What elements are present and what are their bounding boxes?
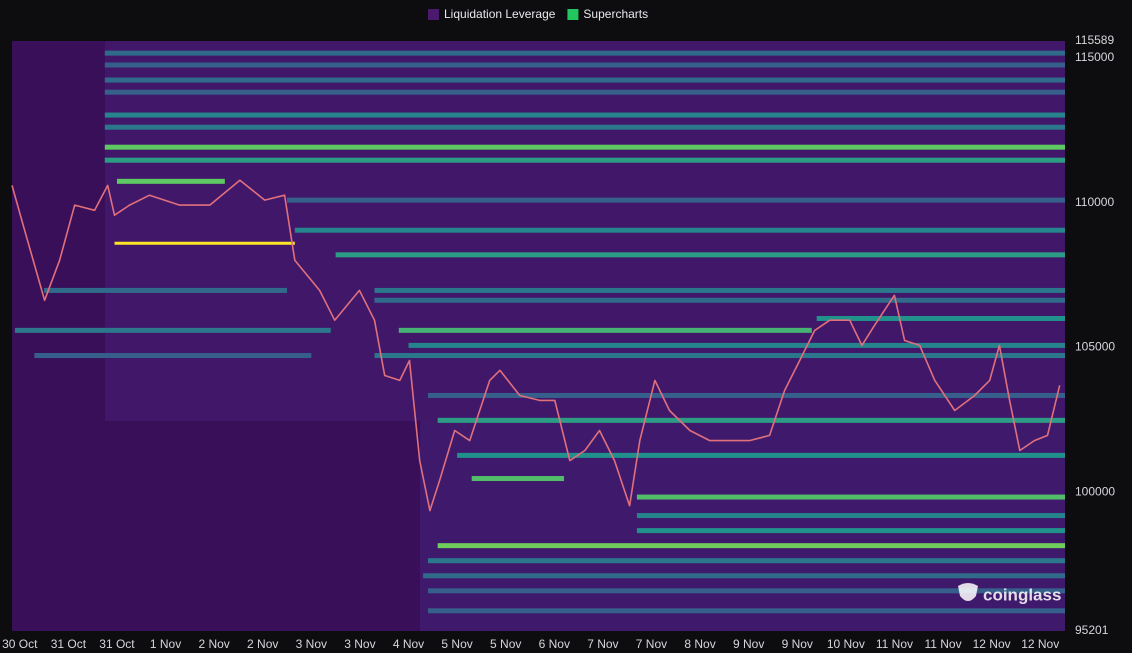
heat-band xyxy=(437,417,1065,423)
heat-band xyxy=(104,124,1066,130)
y-tick-label: 95201 xyxy=(1075,623,1109,637)
legend-swatch xyxy=(428,9,439,20)
heat-band xyxy=(398,327,812,333)
heat-band xyxy=(104,50,1066,56)
heat-band xyxy=(636,528,1065,534)
x-tick-label: 11 Nov xyxy=(924,637,961,651)
x-tick-label: 9 Nov xyxy=(782,637,813,651)
heat-band xyxy=(14,327,331,333)
x-tick-label: 2 Nov xyxy=(198,637,229,651)
x-tick-label: 3 Nov xyxy=(296,637,327,651)
x-tick-label: 11 Nov xyxy=(876,637,913,651)
x-tick-label: 3 Nov xyxy=(344,637,375,651)
x-tick-label: 31 Oct xyxy=(99,637,135,651)
watermark: coinglass xyxy=(958,583,1061,604)
legend-swatch xyxy=(567,9,579,20)
x-tick-label: 4 Nov xyxy=(393,637,424,651)
watermark-icon xyxy=(958,583,978,601)
heat-band xyxy=(374,353,1065,359)
heat-band xyxy=(457,452,1065,458)
y-tick-label: 115000 xyxy=(1075,50,1114,64)
heat-band xyxy=(34,353,312,359)
heat-band xyxy=(104,112,1066,118)
x-tick-label: 12 Nov xyxy=(973,637,1011,651)
heat-band xyxy=(427,392,1065,398)
heat-band xyxy=(816,315,1065,321)
heat-band xyxy=(636,513,1065,519)
x-tick-label: 30 Oct xyxy=(2,637,38,651)
y-tick-label: 105000 xyxy=(1075,340,1115,354)
x-tick-label: 8 Nov xyxy=(684,637,715,651)
heat-band xyxy=(44,287,288,293)
heat-band xyxy=(104,89,1066,95)
heat-band xyxy=(104,77,1066,83)
legend-label: Supercharts xyxy=(583,7,648,21)
x-tick-label: 2 Nov xyxy=(247,637,278,651)
x-tick-label: 12 Nov xyxy=(1021,637,1059,651)
x-tick-label: 31 Oct xyxy=(51,637,87,651)
x-tick-label: 1 Nov xyxy=(150,637,181,651)
heat-band xyxy=(116,178,225,184)
price-line xyxy=(11,179,1061,512)
x-tick-label: 7 Nov xyxy=(587,637,618,651)
x-tick-label: 7 Nov xyxy=(636,637,667,651)
x-tick-label: 6 Nov xyxy=(539,637,570,651)
heat-band xyxy=(114,241,295,245)
price-layer xyxy=(11,179,1061,512)
legend-label: Liquidation Leverage xyxy=(444,7,556,21)
x-tick-label: 9 Nov xyxy=(733,637,764,651)
heat-bands xyxy=(14,50,1066,614)
legend: Liquidation Leverage Supercharts xyxy=(428,7,648,21)
y-tick-label: 115589 xyxy=(1075,33,1114,47)
x-tick-label: 5 Nov xyxy=(441,637,472,651)
heat-band xyxy=(104,144,1066,150)
x-tick-label: 5 Nov xyxy=(490,637,521,651)
y-tick-label: 100000 xyxy=(1075,484,1115,498)
heat-band xyxy=(427,558,1065,564)
heat-band xyxy=(374,297,1065,303)
heat-band xyxy=(636,494,1065,500)
heat-band xyxy=(471,476,565,482)
heat-band xyxy=(374,287,1065,293)
heat-band xyxy=(104,157,1066,163)
heat-band xyxy=(427,588,1065,594)
heat-band xyxy=(294,227,1066,233)
heat-band xyxy=(104,62,1066,68)
watermark-text: coinglass xyxy=(983,585,1061,604)
heat-band xyxy=(423,573,1065,579)
heat-band xyxy=(287,197,1065,203)
heat-band xyxy=(335,252,1065,258)
y-tick-label: 110000 xyxy=(1075,195,1114,209)
heat-band xyxy=(427,608,1065,614)
heat-band xyxy=(437,543,1065,549)
heat-band xyxy=(408,342,1065,348)
x-tick-label: 10 Nov xyxy=(827,637,865,651)
